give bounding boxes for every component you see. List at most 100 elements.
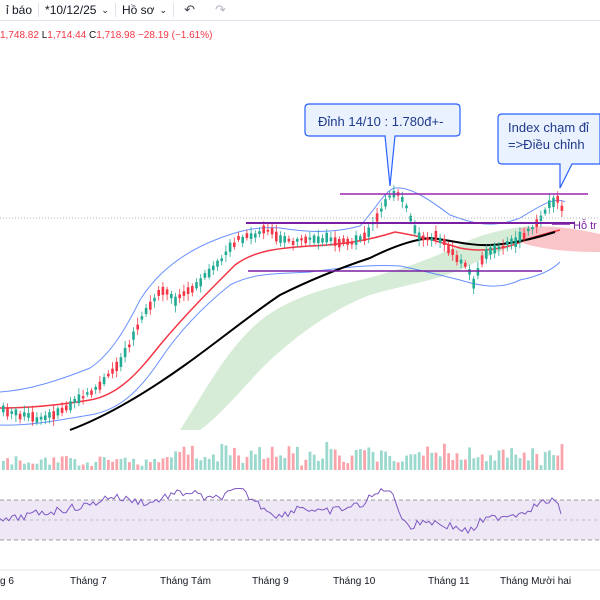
volume-bar <box>476 457 480 470</box>
candle-body <box>249 233 253 239</box>
candle-body <box>527 228 530 232</box>
candle-body <box>233 242 236 247</box>
candle-body <box>317 236 320 244</box>
candle-body <box>149 301 152 310</box>
volume-bar <box>291 453 295 470</box>
candle-body <box>455 255 459 263</box>
volume-bar <box>325 441 329 470</box>
volume-bar <box>14 456 18 470</box>
volume-bar <box>249 450 253 470</box>
candle-body <box>18 413 22 420</box>
profile-label: Hồ sơ <box>121 3 155 17</box>
volume-bar <box>396 462 400 470</box>
volume-bar <box>405 455 408 470</box>
redo-icon[interactable]: ↷ <box>214 2 226 17</box>
volume-bar <box>182 446 186 470</box>
candle-body <box>220 258 223 262</box>
volume-bar <box>107 459 110 470</box>
candle-body <box>6 407 9 417</box>
volume-bar <box>384 451 387 470</box>
volume-bar <box>430 452 434 470</box>
candle-body <box>464 262 467 267</box>
volume-bar <box>518 458 522 470</box>
candle-body <box>543 209 547 214</box>
volume-bar <box>69 458 72 470</box>
volume-bar <box>346 463 350 470</box>
volume-bar <box>132 458 135 470</box>
candle-body <box>107 373 110 377</box>
candle-body <box>497 246 501 250</box>
ohlc-readout: 1,748.82 L1,714.44 C1,718.98 −28.19 (−1.… <box>0 30 212 41</box>
volume-bar <box>56 462 60 470</box>
candle-body <box>401 196 404 202</box>
candle-body <box>228 242 232 252</box>
volume-bar <box>317 460 320 470</box>
index-callout-line1: Index chạm đỉ <box>508 120 589 135</box>
candle-body <box>144 307 148 314</box>
volume-bar <box>527 460 530 470</box>
candle-body <box>35 417 39 423</box>
index-callout[interactable]: Index chạm đỉ =>Điều chỉnh <box>497 113 600 189</box>
volume-bar <box>39 459 43 470</box>
volume-bar <box>186 454 190 470</box>
volume-bar <box>73 459 77 470</box>
volume-bar <box>178 451 182 470</box>
volume-bar <box>392 461 396 470</box>
volume-bar <box>77 465 81 470</box>
candle-body <box>426 237 429 241</box>
candle-body <box>485 249 488 259</box>
candlestick-series <box>2 185 564 426</box>
candle-body <box>375 213 379 222</box>
volume-bar <box>489 455 492 470</box>
volume-bar <box>237 455 240 470</box>
volume-bar <box>90 465 93 470</box>
volume-bar <box>380 450 383 470</box>
toolbar-divider <box>114 3 116 17</box>
volume-bar <box>165 457 169 470</box>
volume-bar <box>464 459 467 470</box>
volume-bar <box>535 453 539 470</box>
time-axis-label: Tháng Mười hai <box>500 576 571 587</box>
volume-bar <box>220 443 224 470</box>
candle-body <box>329 237 333 242</box>
candle-body <box>27 413 30 418</box>
candle-body <box>338 239 341 248</box>
profile-selector[interactable]: Hồ sơ ⌄ <box>116 0 173 20</box>
candle-body <box>178 294 181 299</box>
candle-body <box>199 278 202 287</box>
volume-bar <box>191 445 194 470</box>
volume-bar <box>94 461 98 470</box>
candle-body <box>459 259 463 264</box>
volume-bar <box>275 456 278 470</box>
time-axis: g 6 Tháng 7 Tháng Tám Tháng 9 Tháng 10 Tháng … <box>0 576 571 587</box>
date-selector[interactable]: *10/12/25 ⌄ <box>39 0 115 20</box>
ichimoku-cloud-bearish <box>520 226 600 252</box>
candle-body <box>161 286 165 295</box>
volume-bar <box>354 449 358 470</box>
candle-body <box>409 215 412 222</box>
volume-bar <box>170 457 173 470</box>
peak-callout[interactable]: Đỉnh 14/10 : 1.780đ+- <box>304 103 461 187</box>
candle-body <box>123 347 127 358</box>
volume-bar <box>531 448 534 470</box>
volume-bar <box>308 451 312 470</box>
volume-bar <box>422 455 425 470</box>
ohlc-high: 1,748.82 <box>0 30 39 41</box>
candle-body <box>506 241 509 246</box>
candle-body <box>128 344 131 348</box>
indicators-button[interactable]: ỉ báo <box>0 0 38 20</box>
volume-bar <box>493 460 497 470</box>
undo-icon[interactable]: ↶ <box>184 2 195 17</box>
volume-bar <box>153 458 156 470</box>
volume-bar <box>548 450 551 470</box>
volume-bar <box>468 447 471 470</box>
volume-bar <box>212 454 215 470</box>
volume-bar <box>115 459 119 470</box>
support-label: Hỗ tr <box>573 219 597 232</box>
candle-body <box>73 398 76 403</box>
volume-bar <box>149 462 152 470</box>
volume-bar <box>321 458 324 470</box>
volume-bar <box>6 458 9 470</box>
candle-body <box>388 195 391 198</box>
